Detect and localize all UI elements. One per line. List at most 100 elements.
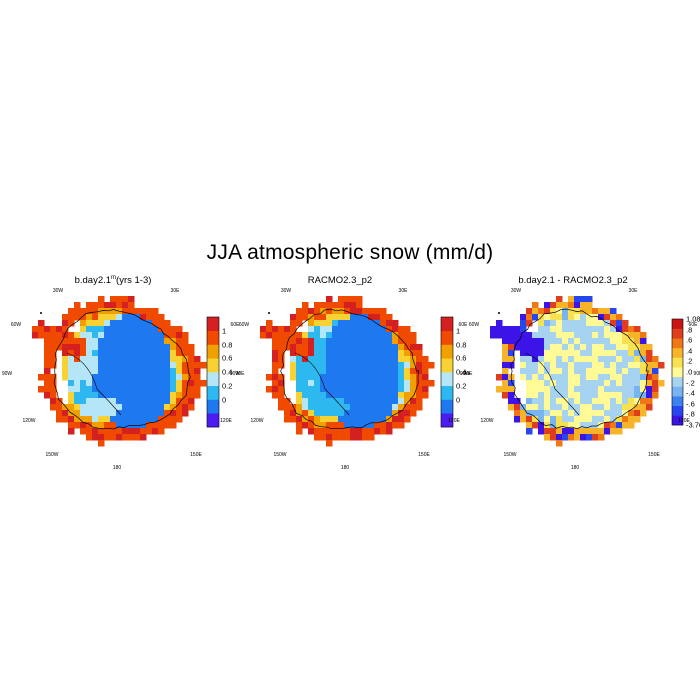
map-cell: [392, 416, 399, 423]
map-cell: [44, 368, 51, 375]
map-cell: [568, 398, 575, 405]
colorbar-swatch: [207, 372, 219, 387]
map-cell: [398, 380, 405, 387]
map-cell: [152, 374, 159, 381]
map-cell: [332, 338, 339, 345]
map-cell: [532, 332, 539, 339]
map-cell: [646, 404, 653, 411]
map-cell: [550, 416, 557, 423]
map-cell: [362, 428, 369, 435]
map-cell: [356, 320, 363, 327]
map-cell: [386, 332, 393, 339]
map-cell: [164, 410, 171, 417]
map-cell: [422, 374, 429, 381]
map-cell: [404, 392, 411, 399]
map-cell: [398, 422, 405, 429]
map-cell: [610, 410, 617, 417]
map-cell: [604, 368, 611, 375]
map-cell: [404, 368, 411, 375]
map-cell: [134, 356, 141, 363]
map-cell: [170, 404, 177, 411]
map-cell: [146, 350, 153, 357]
map-cell: [550, 392, 557, 399]
map-cell: [314, 422, 321, 429]
map-cell: [122, 314, 129, 321]
map-cell: [410, 338, 417, 345]
map-cell: [308, 422, 315, 429]
panel-1-colorbar-label: 0.6: [222, 353, 233, 363]
map-cell: [326, 410, 333, 417]
map-cell: [610, 404, 617, 411]
map-cell: [308, 356, 315, 363]
map-cell: [332, 434, 339, 441]
map-cell: [556, 428, 563, 435]
map-cell: [332, 422, 339, 429]
map-cell: [550, 434, 557, 441]
map-cell: [62, 416, 69, 423]
map-cell: [604, 350, 611, 357]
map-cell: [356, 434, 363, 441]
map-cell: [604, 428, 611, 435]
map-cell: [188, 356, 195, 363]
map-cell: [368, 398, 375, 405]
map-cell: [170, 362, 177, 369]
map-cell: [104, 392, 111, 399]
map-cell: [374, 326, 381, 333]
map-cell: [152, 386, 159, 393]
map-cell: [344, 428, 351, 435]
map-cell: [538, 350, 545, 357]
map-cell: [320, 368, 327, 375]
map-cell: [646, 344, 653, 351]
map-cell: [356, 392, 363, 399]
map-cell: [170, 398, 177, 405]
map-cell: [308, 428, 315, 435]
map-cell: [628, 362, 635, 369]
map-cell: [404, 380, 411, 387]
colorbar-swatch: [672, 415, 683, 426]
map-cell: [652, 380, 659, 387]
map-cell: [538, 374, 545, 381]
map-cell: [326, 302, 333, 309]
panel-3-colorbar-label: 1.089: [686, 314, 700, 324]
map-cell: [134, 386, 141, 393]
colorbar-swatch: [672, 328, 683, 339]
map-cell: [526, 428, 533, 435]
map-cell: [194, 380, 201, 387]
map-cell: [68, 368, 75, 375]
map-cell: [610, 350, 617, 357]
map-cell: [50, 374, 57, 381]
map-cell: [302, 308, 309, 315]
map-cell: [74, 332, 81, 339]
map-cell: [332, 404, 339, 411]
map-cell: [598, 386, 605, 393]
colorbar-swatch: [672, 367, 683, 378]
map-cell: [526, 338, 533, 345]
map-cell: [158, 392, 165, 399]
map-cell: [110, 308, 117, 315]
map-cell: [422, 368, 429, 375]
map-cell: [356, 404, 363, 411]
map-cell: [188, 386, 195, 393]
map-cell: [80, 416, 87, 423]
map-cell: [586, 392, 593, 399]
map-cell: [314, 320, 321, 327]
map-cell: [278, 350, 285, 357]
map-cell: [568, 320, 575, 327]
map-cell: [176, 416, 183, 423]
map-cell: [580, 398, 587, 405]
map-cell: [356, 416, 363, 423]
map-cell: [92, 416, 99, 423]
map-cell: [182, 380, 189, 387]
map-cell: [122, 356, 129, 363]
panel-3-colorbar: [671, 318, 684, 426]
map-cell: [32, 326, 39, 333]
colorbar-swatch: [672, 347, 683, 358]
map-cell: [520, 416, 527, 423]
colorbar-frame: [671, 318, 684, 426]
map-cell: [568, 422, 575, 429]
map-cell: [520, 362, 527, 369]
map-cell: [386, 374, 393, 381]
map-cell: [556, 362, 563, 369]
map-cell: [74, 314, 81, 321]
map-cell: [320, 344, 327, 351]
